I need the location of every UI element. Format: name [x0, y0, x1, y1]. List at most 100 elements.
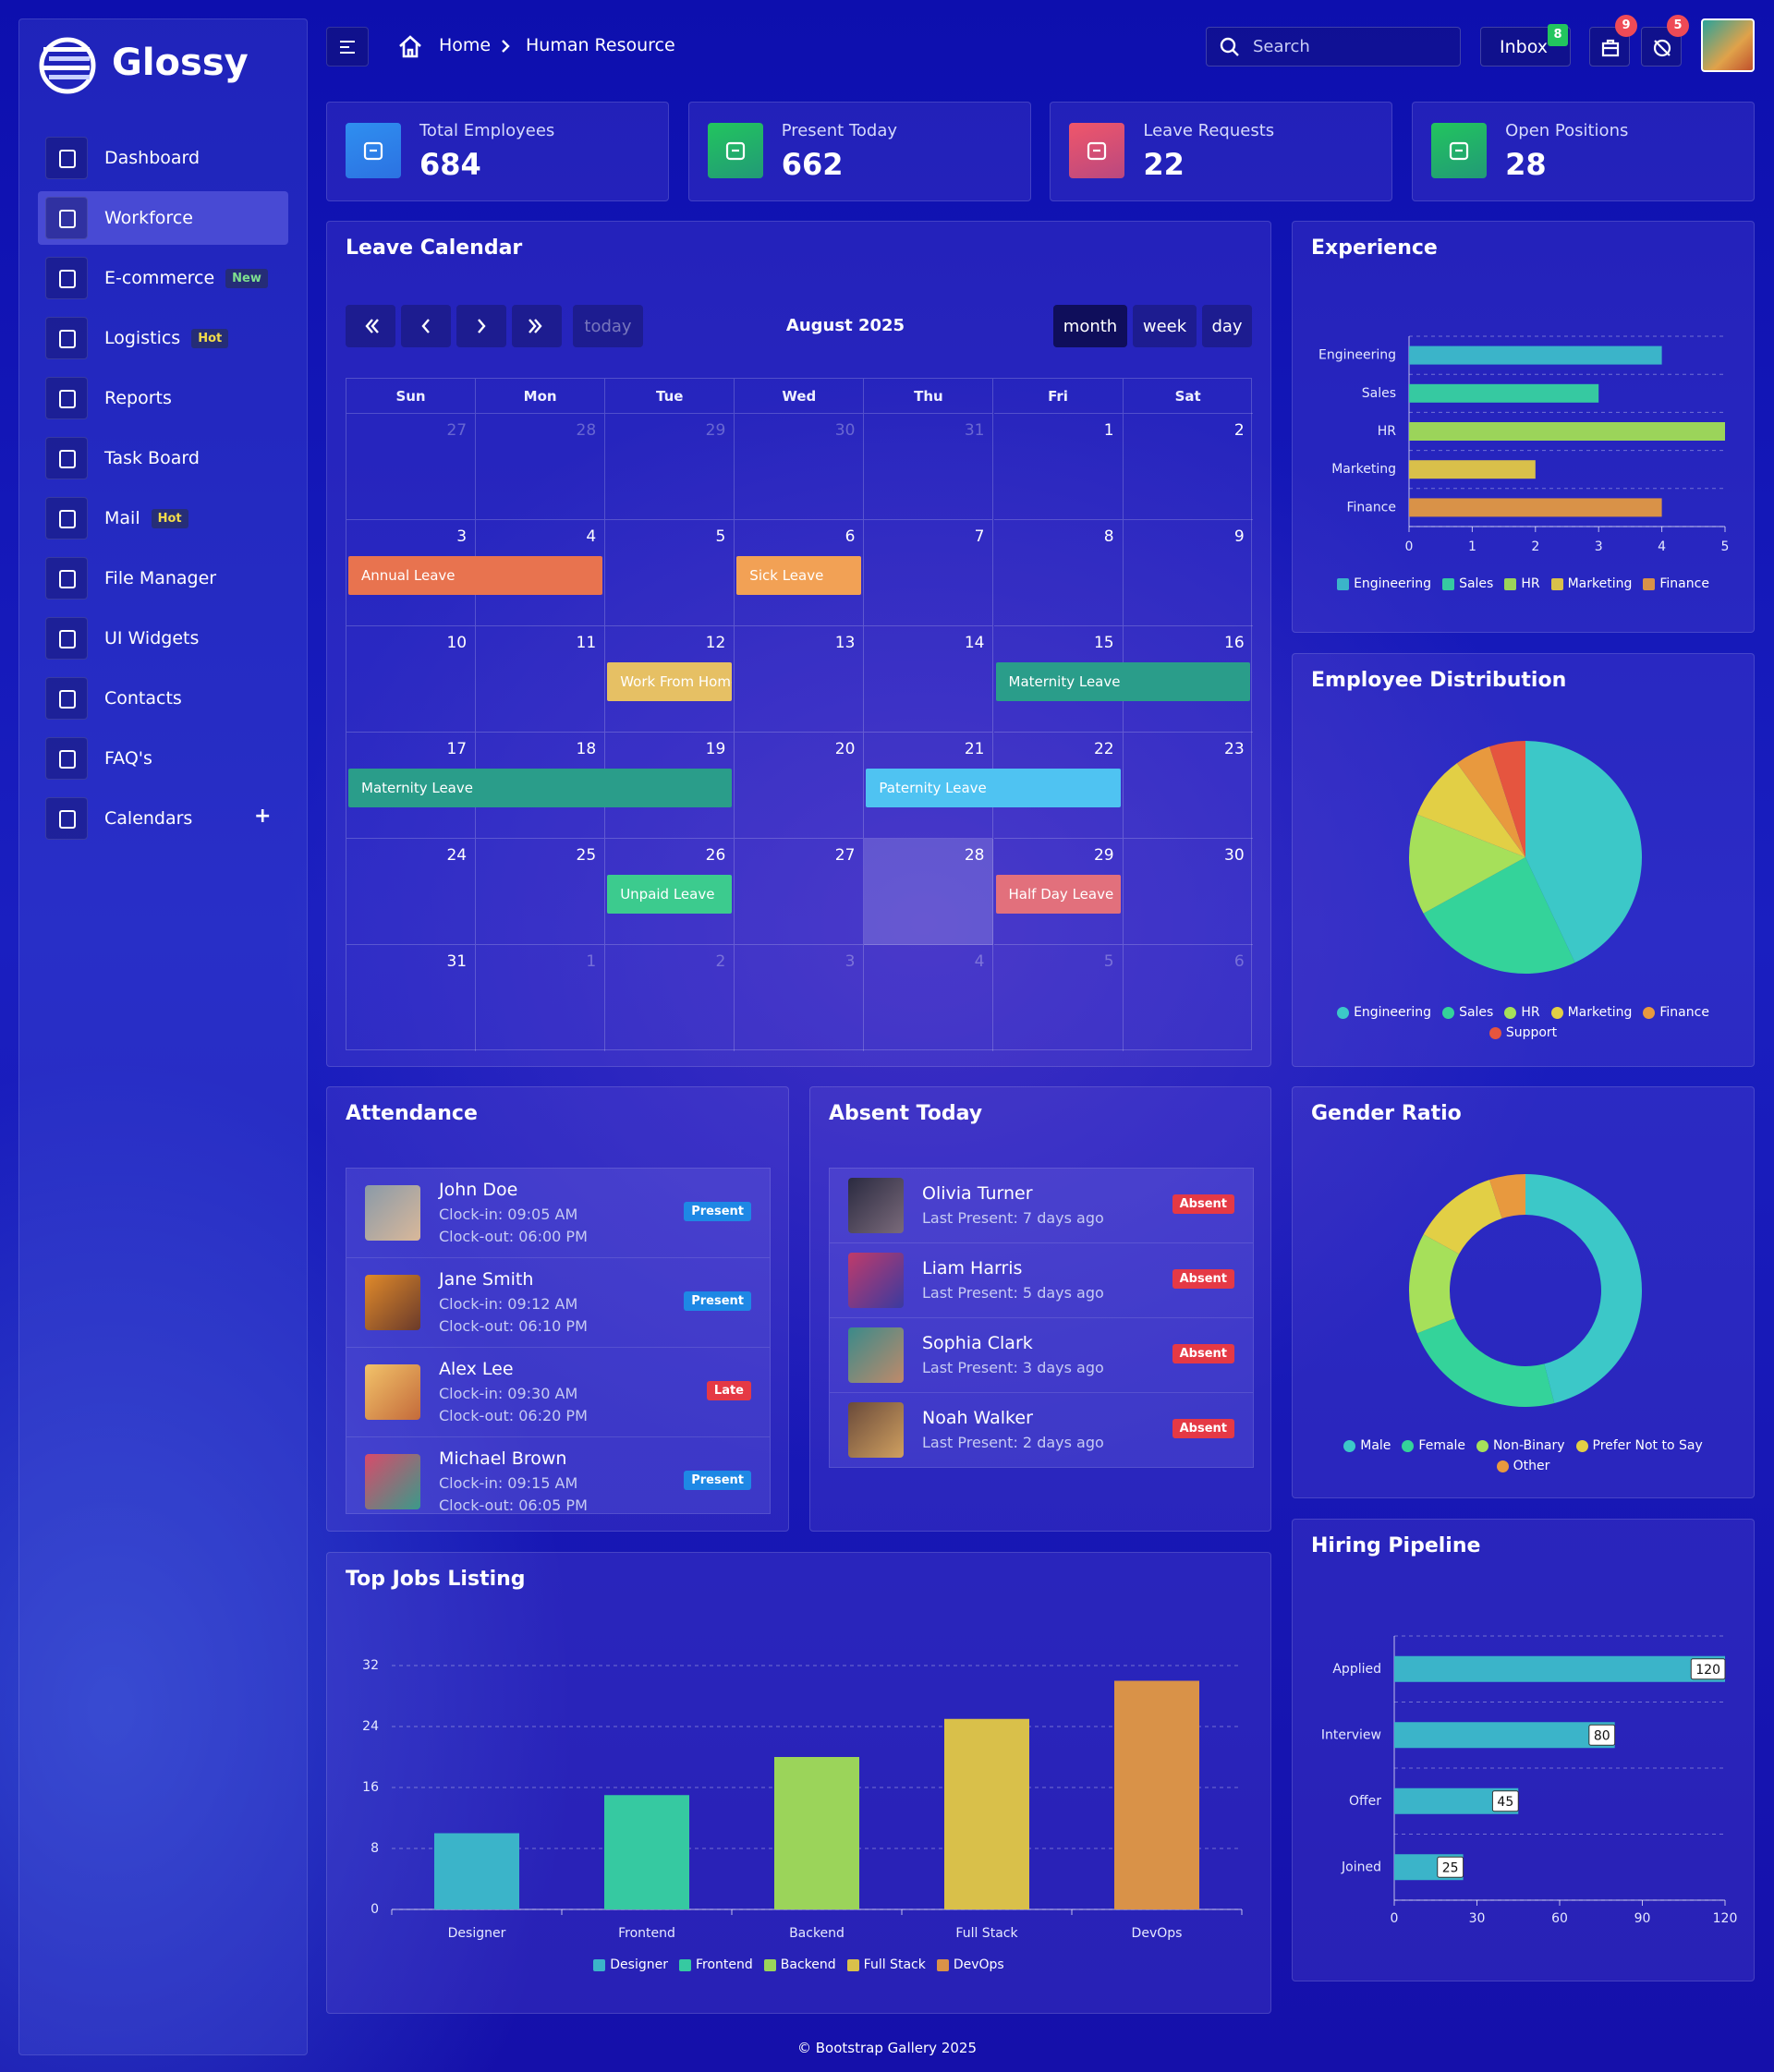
legend-item[interactable]: Engineering: [1337, 576, 1431, 591]
category-label: Applied: [1332, 1662, 1381, 1677]
legend-item[interactable]: Frontend: [679, 1957, 753, 1972]
menu-item[interactable]: Mail Hot: [38, 491, 288, 545]
calendar-event[interactable]: Maternity Leave: [348, 769, 733, 807]
menu-item[interactable]: Workforce: [38, 191, 288, 245]
today-button[interactable]: today: [573, 305, 643, 347]
chart: 0 30 60 90 120 Applied 120 Interview 80 Offer 45 Jo…: [1321, 1635, 1737, 1926]
legend-item[interactable]: Backend: [763, 1957, 836, 1972]
calendar-view-button[interactable]: month: [1053, 305, 1127, 347]
attendance-row: Jane Smith Clock-in: 09:12 AM Clock-out: 0…: [346, 1258, 770, 1348]
legend-label: Finance: [1659, 576, 1709, 591]
stat-icon: [346, 123, 401, 178]
logo-stripe: [43, 66, 90, 70]
calendar-day: 16: [1123, 626, 1253, 733]
legend-item[interactable]: HR: [1504, 576, 1540, 591]
legend-item[interactable]: Full Stack: [846, 1957, 926, 1972]
chart-panel: Experience 0 1 2 3 4 5 Engineering Sales HR Market…: [1292, 221, 1755, 633]
legend-item[interactable]: Male: [1343, 1438, 1391, 1453]
bar: [1409, 383, 1599, 403]
x-tick-label: Frontend: [618, 1926, 675, 1941]
breadcrumb-home[interactable]: Home: [439, 35, 492, 55]
stat-value: 662: [781, 147, 844, 182]
legend-item[interactable]: Marketing: [1550, 576, 1632, 591]
legend-item[interactable]: Female: [1402, 1438, 1465, 1453]
user-avatar[interactable]: [1701, 18, 1755, 72]
calendar-nav-button[interactable]: [401, 305, 451, 347]
day-number: 28: [964, 846, 985, 865]
legend-marker: [1575, 1439, 1588, 1452]
menu-item[interactable]: Dashboard: [38, 131, 288, 185]
legend-item[interactable]: Sales: [1442, 1005, 1493, 1020]
chart-panel: Hiring Pipeline 0 30 60 90 120 Applied 120 Inter…: [1292, 1519, 1755, 1981]
search-box[interactable]: Search: [1206, 27, 1461, 67]
legend-item[interactable]: HR: [1504, 1005, 1540, 1020]
menu-icon-glyph: [59, 750, 76, 769]
menu-badge: Hot: [151, 508, 188, 528]
icon-shape: [1653, 39, 1671, 57]
menu-item[interactable]: Calendars +: [38, 792, 288, 845]
breadcrumb-sep: [502, 40, 510, 53]
menu-item[interactable]: Contacts: [38, 672, 288, 725]
menu-item[interactable]: Task Board: [38, 431, 288, 485]
legend-item[interactable]: Finance: [1643, 1005, 1709, 1020]
glyph: [1449, 141, 1469, 161]
status-badge: Present: [684, 1202, 751, 1221]
calendar-event[interactable]: Work From Home: [607, 662, 733, 701]
menu-icon: [45, 317, 88, 359]
menu-item[interactable]: File Manager: [38, 551, 288, 605]
day-number: 10: [446, 634, 468, 652]
day-number: 3: [844, 952, 856, 971]
header-icon-button[interactable]: 9: [1589, 15, 1637, 67]
day-number: 11: [576, 634, 597, 652]
calendar-view-button[interactable]: day: [1202, 305, 1252, 347]
calendar-event[interactable]: Sick Leave: [736, 556, 862, 595]
legend-item[interactable]: Marketing: [1550, 1005, 1632, 1020]
calendar-day: 12: [605, 626, 735, 733]
menu-item[interactable]: FAQ's: [38, 732, 288, 785]
legend: Designer Frontend Backend Full Stack DevOps: [419, 1957, 1178, 1972]
legend-label: Sales: [1459, 1005, 1494, 1020]
calendar-nav-button[interactable]: [456, 305, 506, 347]
menu-action[interactable]: +: [254, 805, 272, 828]
calendar-nav-button[interactable]: [512, 305, 562, 347]
calendar-event[interactable]: Annual Leave: [348, 556, 603, 595]
legend-item[interactable]: DevOps: [936, 1957, 1004, 1972]
sidebar-toggle[interactable]: [326, 27, 369, 67]
day-number: 19: [705, 740, 726, 758]
legend-item[interactable]: Designer: [593, 1957, 668, 1972]
legend-item[interactable]: Other: [1496, 1459, 1549, 1473]
legend-item[interactable]: Prefer Not to Say: [1575, 1438, 1703, 1453]
day-number: 8: [1103, 527, 1114, 546]
menu-label-row: Task Board: [104, 431, 200, 485]
header-icon-button[interactable]: 5: [1641, 15, 1689, 67]
legend-item[interactable]: Finance: [1643, 576, 1709, 591]
calendar-grid: Sun Mon Tue Wed Thu Fri Sat 27 28 29 30 31 1 2 3 4 5 6 7 8 9…: [346, 378, 1253, 1051]
last-present: Last Present: 2 days ago: [922, 1434, 1104, 1451]
logo-stripe: [49, 75, 90, 79]
icon-shape: [1601, 39, 1620, 57]
legend-item[interactable]: Sales: [1442, 576, 1493, 591]
calendar-event[interactable]: Paternity Leave: [866, 769, 1121, 807]
menu-label: File Manager: [104, 568, 217, 588]
day-number: 5: [715, 527, 726, 546]
legend-item[interactable]: Engineering: [1337, 1005, 1431, 1020]
menu-item[interactable]: Reports: [38, 371, 288, 425]
calendar-view-button[interactable]: week: [1133, 305, 1197, 347]
slice: [1409, 814, 1525, 914]
legend-item[interactable]: Non-Binary: [1476, 1438, 1565, 1453]
menu-item[interactable]: E-commerce New: [38, 251, 288, 305]
last-present: Last Present: 3 days ago: [922, 1359, 1104, 1376]
x-tick-label: 30: [1469, 1911, 1486, 1926]
y-tick-label: 8: [371, 1841, 379, 1856]
calendar-event[interactable]: Unpaid Leave: [607, 875, 733, 914]
data-label: 25: [1442, 1860, 1459, 1875]
menu-label-row: Logistics Hot: [104, 311, 229, 365]
menu-item[interactable]: UI Widgets: [38, 612, 288, 665]
legend-item[interactable]: Support: [1488, 1025, 1557, 1040]
inbox-button[interactable]: Inbox 8: [1480, 24, 1571, 67]
calendar-nav-button[interactable]: [346, 305, 395, 347]
calendar-event[interactable]: Maternity Leave: [995, 662, 1250, 701]
menu-item[interactable]: Logistics Hot: [38, 311, 288, 365]
calendar-event[interactable]: Half Day Leave: [995, 875, 1121, 914]
